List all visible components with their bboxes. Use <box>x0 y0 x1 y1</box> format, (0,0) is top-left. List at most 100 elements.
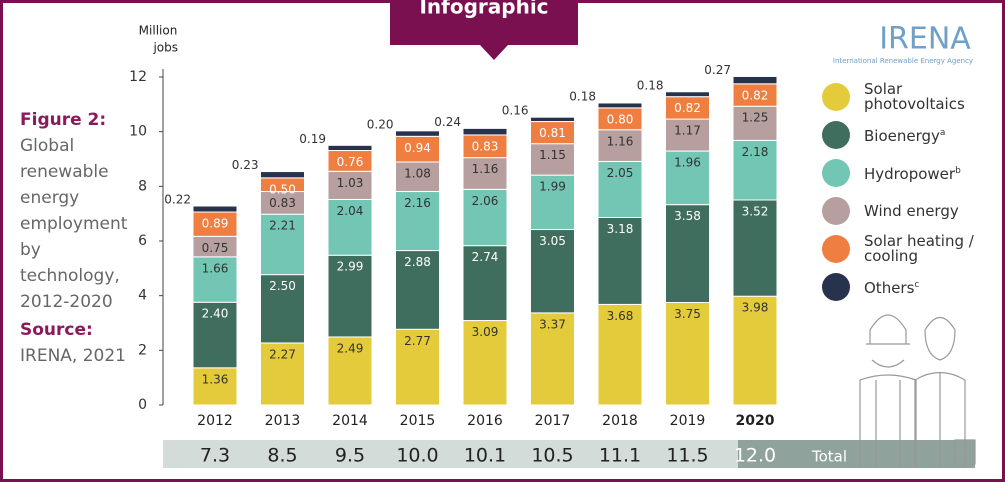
workers-illustration <box>859 314 976 468</box>
data-label: 0.24 <box>434 115 461 129</box>
bar-segment <box>327 254 373 338</box>
bar-segment <box>327 336 373 406</box>
legend-icon <box>822 83 850 111</box>
logo: IRENA <box>879 22 971 57</box>
bar-segment <box>462 127 508 136</box>
data-label: 2.50 <box>269 279 296 293</box>
data-label: 0.82 <box>742 88 769 102</box>
data-label: 3.58 <box>674 209 701 223</box>
legend-item: Wind energy <box>822 192 1002 230</box>
y-tick-label: 2 <box>138 342 147 358</box>
bar-segment <box>192 211 238 237</box>
data-label: 3.98 <box>742 301 769 315</box>
data-label: 2.74 <box>472 250 499 264</box>
bar-segment <box>192 205 238 213</box>
data-label: 1.17 <box>674 124 701 138</box>
data-label: 3.75 <box>674 307 701 321</box>
legend-item: Othersc <box>822 268 1002 306</box>
bar-segment <box>462 245 508 322</box>
bar-segment <box>597 160 643 218</box>
data-label: 2.18 <box>742 145 769 159</box>
legend-label: Hydropower <box>864 165 956 183</box>
total-label: 10.0 <box>396 445 438 467</box>
data-label: 2.49 <box>337 341 364 355</box>
legend-label: Wind energy <box>864 201 959 220</box>
y-tick-label: 0 <box>138 397 147 413</box>
x-tick-label: 2012 <box>197 413 233 429</box>
bar-segment <box>260 171 305 179</box>
total-label: 8.5 <box>267 445 297 467</box>
legend-item: Bioenergya <box>822 116 1002 154</box>
legend-label: Solar photovoltaics <box>864 80 965 113</box>
legend-label: Solar heating / cooling <box>864 232 974 265</box>
bar-segment <box>260 342 305 406</box>
bar-segment <box>395 191 440 252</box>
x-tick-label: 2018 <box>602 413 638 429</box>
bar-segment <box>597 102 643 109</box>
data-label: 2.16 <box>404 196 431 210</box>
bar-segment <box>327 198 373 256</box>
x-tick-label: 2013 <box>265 413 301 429</box>
data-label: 3.52 <box>742 205 769 219</box>
legend-item: Solar heating / cooling <box>822 230 1002 268</box>
figure-caption: technology, <box>20 266 120 286</box>
figure-caption: energy <box>20 188 79 208</box>
data-label: 1.16 <box>607 134 634 148</box>
bar-segment <box>395 130 440 137</box>
bar-segment <box>597 129 643 162</box>
bar-segment <box>395 250 440 330</box>
legend-icon <box>822 197 850 225</box>
data-label: 1.36 <box>202 372 229 386</box>
data-label: 0.76 <box>337 155 364 169</box>
bar-segment <box>665 91 710 98</box>
legend-footnote: b <box>955 166 961 176</box>
total-label: 7.3 <box>200 445 230 467</box>
data-label: 0.81 <box>539 126 566 140</box>
total-label: 12.0 <box>734 445 776 467</box>
bar-segment <box>530 174 575 231</box>
bar-segment <box>530 143 575 176</box>
source-text: IRENA, 2021 <box>20 346 126 366</box>
data-label: 0.20 <box>367 117 394 131</box>
data-label: 0.94 <box>404 141 431 155</box>
data-label: 3.05 <box>539 234 566 248</box>
x-tick-label: 2014 <box>332 413 368 429</box>
x-tick-label: 2020 <box>736 413 775 429</box>
y-axis-label: jobs <box>152 41 178 55</box>
bar-segment <box>327 144 373 152</box>
x-tick-label: 2016 <box>467 413 503 429</box>
data-label: 0.83 <box>472 139 499 153</box>
bar-segment <box>530 229 575 314</box>
bar-segment <box>192 367 238 406</box>
bar-segment <box>462 188 508 247</box>
figure-caption: Global <box>20 136 74 156</box>
banner <box>390 0 578 60</box>
data-label: 0.83 <box>269 196 296 210</box>
data-label: 3.18 <box>607 222 634 236</box>
data-label: 2.99 <box>337 260 364 274</box>
total-label: 10.5 <box>531 445 573 467</box>
data-label: 0.89 <box>202 217 229 231</box>
data-label: 1.03 <box>337 176 364 190</box>
legend-footnote: c <box>914 280 920 290</box>
total-title: Total <box>811 448 847 466</box>
data-label: 2.40 <box>202 307 229 321</box>
total-label: 9.5 <box>335 445 365 467</box>
x-tick-label: 2017 <box>535 413 571 429</box>
bar-segment <box>192 301 238 369</box>
bar-segment <box>732 75 778 85</box>
banner-text: Infographic <box>419 0 548 19</box>
data-label: 0.18 <box>569 89 596 103</box>
data-label: 1.25 <box>742 111 769 125</box>
bar-segment <box>530 312 575 406</box>
bar-segment <box>665 118 710 152</box>
data-label: 0.82 <box>674 101 701 115</box>
y-tick-label: 4 <box>138 288 147 304</box>
total-label: 10.1 <box>464 445 506 467</box>
legend-icon <box>822 273 850 301</box>
data-label: 2.21 <box>269 219 296 233</box>
y-tick-label: 8 <box>138 178 147 194</box>
bar-segment <box>260 274 305 344</box>
